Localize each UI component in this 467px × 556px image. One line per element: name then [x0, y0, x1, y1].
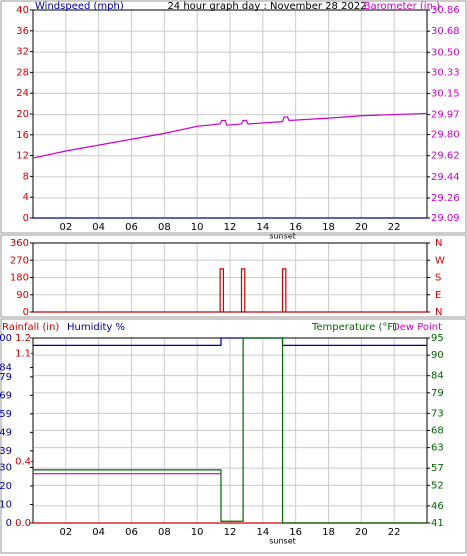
- y2-tick-label: 90: [431, 350, 444, 361]
- x-tick-label: 18: [322, 527, 335, 538]
- x-tick-label: 14: [256, 527, 269, 538]
- y-tick-label: 79: [0, 372, 12, 383]
- y2-tick-label: 63: [431, 443, 444, 454]
- x-tick-label: 22: [388, 527, 401, 538]
- annotation: sunset: [269, 232, 296, 241]
- panel-frame: [0, 234, 467, 318]
- x-tick-label: 04: [92, 222, 105, 233]
- x-tick-label: 14: [256, 222, 269, 233]
- y-tick-label: 12: [16, 151, 29, 162]
- y-tick-label: 20: [16, 109, 29, 120]
- x-tick-label: 02: [59, 527, 72, 538]
- legend-label: Dew Point: [392, 322, 442, 333]
- panel-frame: [0, 0, 467, 234]
- panel-frame: [0, 318, 467, 554]
- y-tick-label: 49: [0, 427, 12, 438]
- y-tick-label: 180: [10, 273, 29, 284]
- x-tick-label: 02: [59, 222, 72, 233]
- y2-tick-label: 46: [431, 501, 444, 512]
- y2-tick-label: 29.26: [431, 193, 460, 204]
- y2-tick-label: W: [435, 255, 445, 266]
- y2-tick-label: 68: [431, 426, 444, 437]
- x-tick-label: 08: [158, 527, 171, 538]
- y3-tick-label: 1.2: [15, 333, 31, 344]
- y3-tick-label: 1.1: [15, 348, 31, 359]
- y-tick-label: 24: [16, 88, 29, 99]
- y2-tick-label: 57: [431, 463, 444, 474]
- chart-title: 24 hour graph day : November 28 2022: [167, 1, 366, 12]
- y2-tick-label: S: [435, 273, 441, 284]
- y2-tick-label: 30.68: [431, 26, 460, 37]
- legend-label: Rainfall (in): [2, 322, 59, 333]
- y3-tick-label: 0.4: [15, 456, 31, 467]
- y-tick-label: 10: [0, 500, 12, 511]
- x-tick-label: 10: [191, 527, 204, 538]
- y2-tick-label: 79: [431, 388, 444, 399]
- x-tick-label: 16: [289, 222, 302, 233]
- y-tick-label: 0: [23, 307, 29, 318]
- y-tick-label: 69: [0, 390, 12, 401]
- y-tick-label: 40: [16, 5, 29, 16]
- y2-tick-label: 95: [431, 333, 444, 344]
- x-tick-label: 20: [355, 222, 368, 233]
- legend-label: Temperature (°F): [311, 322, 397, 333]
- y2-tick-label: E: [435, 290, 441, 301]
- x-tick-label: 20: [355, 527, 368, 538]
- y2-tick-label: 30.50: [431, 47, 460, 58]
- y2-tick-label: 52: [431, 480, 444, 491]
- x-tick-label: 12: [224, 527, 237, 538]
- y-tick-label: 4: [23, 192, 29, 203]
- y2-tick-label: 30.33: [431, 67, 460, 78]
- series-line: [33, 337, 427, 524]
- x-tick-label: 22: [388, 222, 401, 233]
- y-tick-label: 20: [0, 481, 12, 492]
- x-tick-label: 18: [322, 222, 335, 233]
- y2-tick-label: 41: [431, 518, 444, 529]
- y2-tick-label: 29.80: [431, 130, 460, 141]
- y-tick-label: 32: [16, 47, 29, 58]
- legend-label: Humidity %: [67, 322, 125, 333]
- x-tick-label: 06: [125, 222, 138, 233]
- x-tick-label: 16: [289, 527, 302, 538]
- series-line: [33, 268, 427, 313]
- x-tick-label: 10: [191, 222, 204, 233]
- y2-tick-label: 84: [431, 371, 444, 382]
- x-tick-label: 12: [224, 222, 237, 233]
- y2-tick-label: 29.44: [431, 172, 460, 183]
- y-tick-label: 84: [0, 363, 12, 374]
- y2-tick-label: 73: [431, 408, 444, 419]
- y-tick-label: 28: [16, 67, 29, 78]
- y-tick-label: 0: [6, 518, 12, 529]
- y-tick-label: 39: [0, 446, 12, 457]
- y-tick-label: 16: [16, 130, 29, 141]
- y2-tick-label: 29.97: [431, 110, 460, 121]
- annotation: sunset: [269, 537, 296, 546]
- y-tick-label: 90: [16, 290, 29, 301]
- series-line: [32, 112, 428, 159]
- y-tick-label: 36: [16, 26, 29, 37]
- y2-tick-label: 30.86: [431, 5, 460, 16]
- y2-tick-label: N: [435, 238, 442, 249]
- x-tick-label: 04: [92, 527, 105, 538]
- y-tick-label: 270: [10, 255, 29, 266]
- y-tick-label: 8: [23, 171, 29, 182]
- x-tick-label: 08: [158, 222, 171, 233]
- y2-tick-label: 29.62: [431, 151, 460, 162]
- y2-tick-label: N: [435, 307, 442, 318]
- y3-tick-label: 0.0: [15, 518, 31, 529]
- y2-tick-label: 29.09: [431, 213, 460, 224]
- y-tick-label: 0: [23, 213, 29, 224]
- y2-tick-label: 30.15: [431, 88, 460, 99]
- y-tick-label: 59: [0, 409, 12, 420]
- y-tick-label: 360: [10, 238, 29, 249]
- legend-label: Windspeed (mph): [35, 1, 124, 12]
- y-tick-label: 100: [0, 333, 12, 344]
- legend-label: Barometer (in.): [364, 1, 440, 12]
- x-tick-label: 06: [125, 527, 138, 538]
- y-tick-label: 30: [0, 463, 12, 474]
